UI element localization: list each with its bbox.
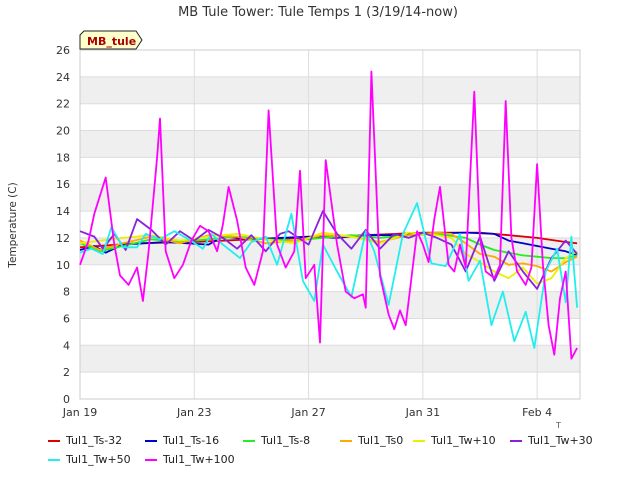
plot-band xyxy=(80,345,580,373)
legend-label: Tul1_Ts-16 xyxy=(163,434,220,447)
legend-label: Tul1_Ts-32 xyxy=(66,434,123,447)
legend-label: Tul1_Tw+30 xyxy=(528,434,593,447)
plot-band xyxy=(80,103,580,131)
legend-label: Tul1_Tw+10 xyxy=(431,434,496,447)
y-tick-label: 8 xyxy=(63,286,70,299)
legend-swatch xyxy=(243,439,255,442)
series-line-tul1-tw-50 xyxy=(79,202,578,349)
y-tick-label: 20 xyxy=(56,125,70,138)
y-tick-label: 6 xyxy=(63,312,70,325)
plot-band xyxy=(80,130,580,158)
legend-swatch xyxy=(145,439,157,442)
annotation-box: MB_tule xyxy=(79,30,143,50)
series-line-tul1-tw-10 xyxy=(79,231,578,285)
y-tick-label: 0 xyxy=(63,393,70,406)
legend-swatch xyxy=(145,458,157,461)
y-tick-label: 14 xyxy=(56,205,70,218)
plot-band xyxy=(80,264,580,292)
series-lines xyxy=(79,70,578,360)
legend-swatch xyxy=(48,439,60,442)
legend-item: Tul1_Ts-16 xyxy=(145,434,219,447)
x-tick-label: Jan 31 xyxy=(405,406,440,419)
legend-label: Tul1_Ts-8 xyxy=(261,434,311,447)
legend-item: Tul1_Tw+30 xyxy=(510,434,593,447)
plot-band xyxy=(80,76,580,104)
legend-item: Tul1_Ts0 xyxy=(340,434,403,447)
y-tick-label: 2 xyxy=(63,366,70,379)
legend-label: Tul1_Ts0 xyxy=(358,434,404,447)
annotation-label: MB_tule xyxy=(87,35,136,48)
x-tick-label: Jan 27 xyxy=(290,406,325,419)
chart-title: MB Tule Tower: Tule Temps 1 (3/19/14-now… xyxy=(178,5,458,20)
series-line-tul1-tw-100 xyxy=(79,70,578,360)
plot-bands xyxy=(80,50,580,399)
y-tick-label: 24 xyxy=(56,71,70,84)
legend-item: Tul1_Ts-32 xyxy=(48,434,122,447)
y-tick-label: 22 xyxy=(56,98,70,111)
legend-item: Tul1_Ts-8 xyxy=(243,434,310,447)
plot-band xyxy=(80,50,580,77)
legend-swatch xyxy=(48,458,60,461)
legend-swatch xyxy=(510,439,522,442)
y-tick-label: 18 xyxy=(56,151,70,164)
legend-swatch xyxy=(340,439,352,442)
legend-swatch xyxy=(413,439,425,442)
legend-item: Tul1_Tw+50 xyxy=(48,453,131,466)
legend: Tul1_Ts-32 Tul1_Ts-16 Tul1_Ts-8 Tul1_Ts0 Tul… xyxy=(0,434,640,474)
x-tick-labels: Jan 19 Jan 23 Jan 27 Jan 31 Feb 4 xyxy=(62,406,552,419)
x-tick-label: Jan 23 xyxy=(176,406,211,419)
plot-band xyxy=(80,318,580,346)
legend-item: Tul1_Tw+100 xyxy=(145,453,235,466)
y-tick-label: 16 xyxy=(56,178,70,191)
plot-border xyxy=(79,49,581,400)
y-tick-label: 26 xyxy=(56,44,70,57)
x-tick-label: Feb 4 xyxy=(522,406,552,419)
plot-band xyxy=(80,372,580,399)
y-tick-label: 12 xyxy=(56,232,70,245)
legend-label: Tul1_Tw+50 xyxy=(66,453,131,466)
legend-item: Tul1_Tw+10 xyxy=(413,434,496,447)
x-overflow-label: T xyxy=(555,421,561,430)
legend-label: Tul1_Tw+100 xyxy=(163,453,235,466)
grid xyxy=(79,49,581,400)
y-tick-label: 10 xyxy=(56,259,70,272)
x-tick-label: Jan 19 xyxy=(62,406,97,419)
y-tick-label: 4 xyxy=(63,339,70,352)
y-axis-label: Temperature (C) xyxy=(7,182,19,268)
plot-band xyxy=(80,291,580,319)
